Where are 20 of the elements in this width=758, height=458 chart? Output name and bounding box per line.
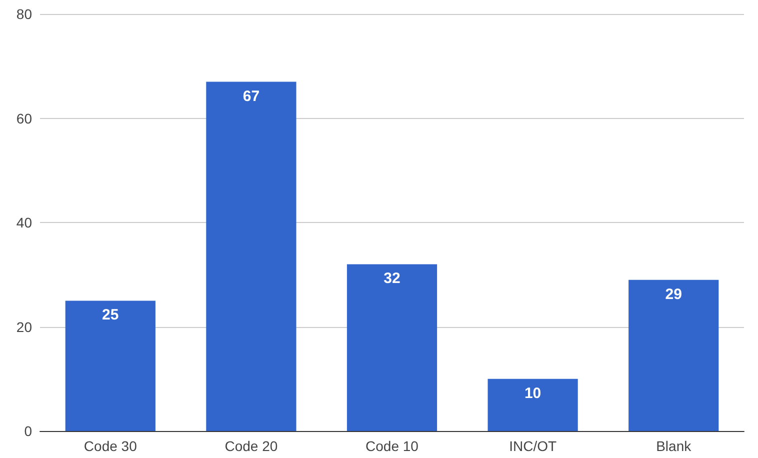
data-label: 32 <box>384 270 400 288</box>
y-tick-label: 40 <box>16 214 32 230</box>
data-label: 25 <box>102 306 119 324</box>
y-tick-label: 20 <box>16 318 32 335</box>
y-tick-label: 60 <box>16 110 32 126</box>
y-tick-label: 80 <box>16 6 32 22</box>
bar <box>488 378 578 431</box>
bar <box>206 82 296 431</box>
data-label: 29 <box>665 286 682 303</box>
x-tick-label: Code 10 <box>366 438 419 454</box>
data-label: 10 <box>524 384 542 402</box>
data-label: 67 <box>242 88 260 105</box>
x-tick-label: INC/OT <box>509 438 557 454</box>
y-tick-label: 0 <box>24 423 32 439</box>
x-tick-label: Code 30 <box>84 438 138 454</box>
x-tick-label: Code 20 <box>224 438 278 454</box>
x-tick-label: Blank <box>656 438 692 454</box>
bar <box>346 264 438 431</box>
bar <box>628 280 719 431</box>
bar <box>65 300 156 431</box>
